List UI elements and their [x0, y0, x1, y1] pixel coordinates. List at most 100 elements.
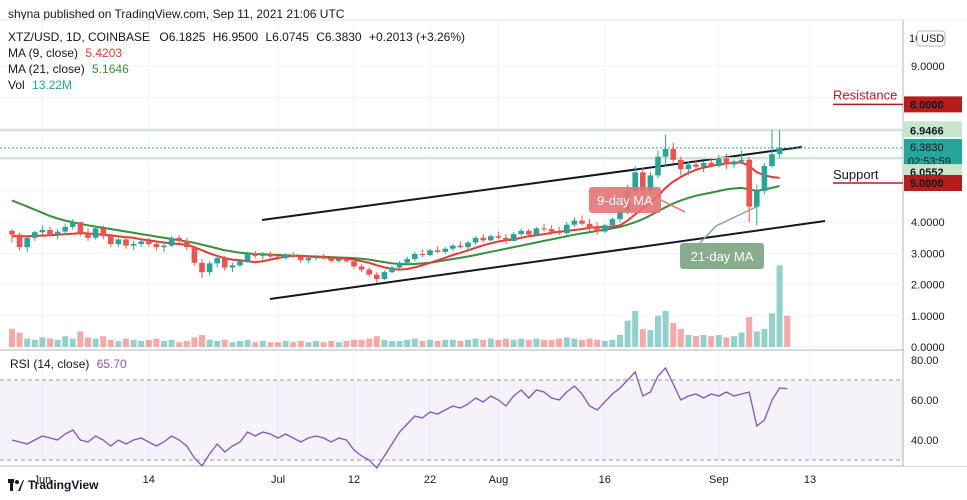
volume-bar	[708, 336, 715, 347]
volume-bar	[563, 337, 570, 347]
candle	[54, 229, 61, 240]
volume-bar	[358, 339, 365, 347]
candle	[594, 222, 600, 235]
rsi-label: RSI (14, close)	[10, 357, 90, 371]
footer-bar: TradingView	[0, 470, 967, 500]
volume-bar	[168, 339, 175, 347]
channel-upper-line	[261, 146, 803, 221]
time-tick-label: 16	[599, 474, 611, 486]
volume-bar	[320, 342, 327, 347]
time-tick-label: 14	[143, 474, 155, 486]
volume-bar	[465, 339, 471, 347]
candle	[769, 130, 775, 168]
candle-body	[39, 230, 46, 233]
volume-bar	[670, 323, 677, 347]
volume-bar	[373, 336, 380, 347]
candle-body	[564, 224, 570, 234]
time-tick-label: Jun	[34, 474, 52, 486]
candle-body	[602, 225, 608, 232]
candle	[336, 257, 342, 263]
candle-body	[100, 228, 106, 237]
candle-body	[412, 254, 418, 259]
candle-body	[62, 226, 68, 232]
candle-body	[495, 236, 502, 238]
legend-ma9: MA (9, close) 5.4203	[8, 46, 122, 60]
candle-body	[222, 258, 228, 268]
candle	[32, 230, 38, 241]
volume-bar	[434, 341, 441, 347]
candle-body	[320, 257, 327, 259]
rsi-band	[0, 380, 903, 460]
volume-bar	[533, 338, 540, 347]
volume-bar	[609, 339, 616, 347]
volume-bar	[214, 341, 221, 347]
candle-body	[594, 228, 600, 232]
time-tick-label: 22	[424, 474, 436, 486]
candle-body	[427, 250, 433, 255]
candle	[662, 134, 669, 167]
high-price-label: 6.9466	[910, 125, 944, 137]
volume-bar	[381, 339, 388, 347]
candle	[153, 240, 160, 251]
volume-bar	[221, 339, 228, 347]
candle	[776, 130, 783, 158]
candle-body	[442, 248, 448, 252]
high-price-label-bg	[904, 121, 962, 138]
time-tick-label: Jul	[271, 474, 285, 486]
volume-bar	[723, 337, 730, 347]
time-tick-label: 12	[348, 474, 360, 486]
candle	[708, 158, 714, 168]
candle-body	[617, 211, 623, 220]
candle	[138, 239, 144, 248]
candle	[503, 234, 509, 245]
candle	[320, 254, 327, 260]
volume-bar	[259, 341, 266, 347]
candle-body	[229, 265, 236, 268]
candle	[39, 225, 46, 235]
volume-bar	[199, 335, 205, 347]
price-tick-label: 0.0000	[911, 342, 945, 354]
candle-body	[503, 237, 509, 241]
candle-body	[252, 253, 258, 256]
candle-body	[16, 234, 23, 248]
volume-bar	[449, 339, 456, 347]
volume-bar	[69, 338, 76, 347]
volume-bar	[457, 341, 464, 347]
candle	[85, 228, 91, 241]
candle	[229, 262, 236, 273]
volume-bar	[541, 339, 547, 347]
candle	[495, 231, 502, 240]
volume-bar	[16, 332, 23, 347]
candle	[161, 242, 167, 252]
volume-bar	[130, 339, 137, 347]
candle-body	[237, 261, 243, 266]
candle	[358, 264, 365, 273]
candle-body	[685, 164, 692, 170]
candle-body	[434, 250, 441, 252]
volume-bar	[487, 338, 494, 347]
time-tick-label: 13	[804, 474, 816, 486]
rsi-tick-label: 80.00	[911, 355, 939, 367]
candle	[267, 251, 274, 259]
volume-bar	[769, 313, 775, 347]
candle-body	[723, 158, 730, 165]
candle-body	[769, 154, 775, 167]
candle-body	[9, 230, 15, 235]
volume-bar	[275, 342, 281, 347]
candle	[62, 223, 68, 235]
volume-bar	[632, 311, 639, 347]
volume-bar	[700, 335, 707, 347]
candle	[427, 248, 433, 257]
change-value: +0.2013 (+3.26%)	[368, 30, 466, 44]
candle	[237, 259, 243, 268]
currency-box	[916, 30, 946, 47]
candle	[351, 259, 357, 269]
support-price-label: 5.0000	[910, 178, 944, 190]
volume-bar	[31, 339, 38, 347]
candle	[419, 249, 426, 258]
candle-body	[343, 259, 350, 262]
candle-body	[161, 245, 167, 248]
candle-body	[32, 232, 38, 238]
volume-bar	[472, 338, 479, 347]
